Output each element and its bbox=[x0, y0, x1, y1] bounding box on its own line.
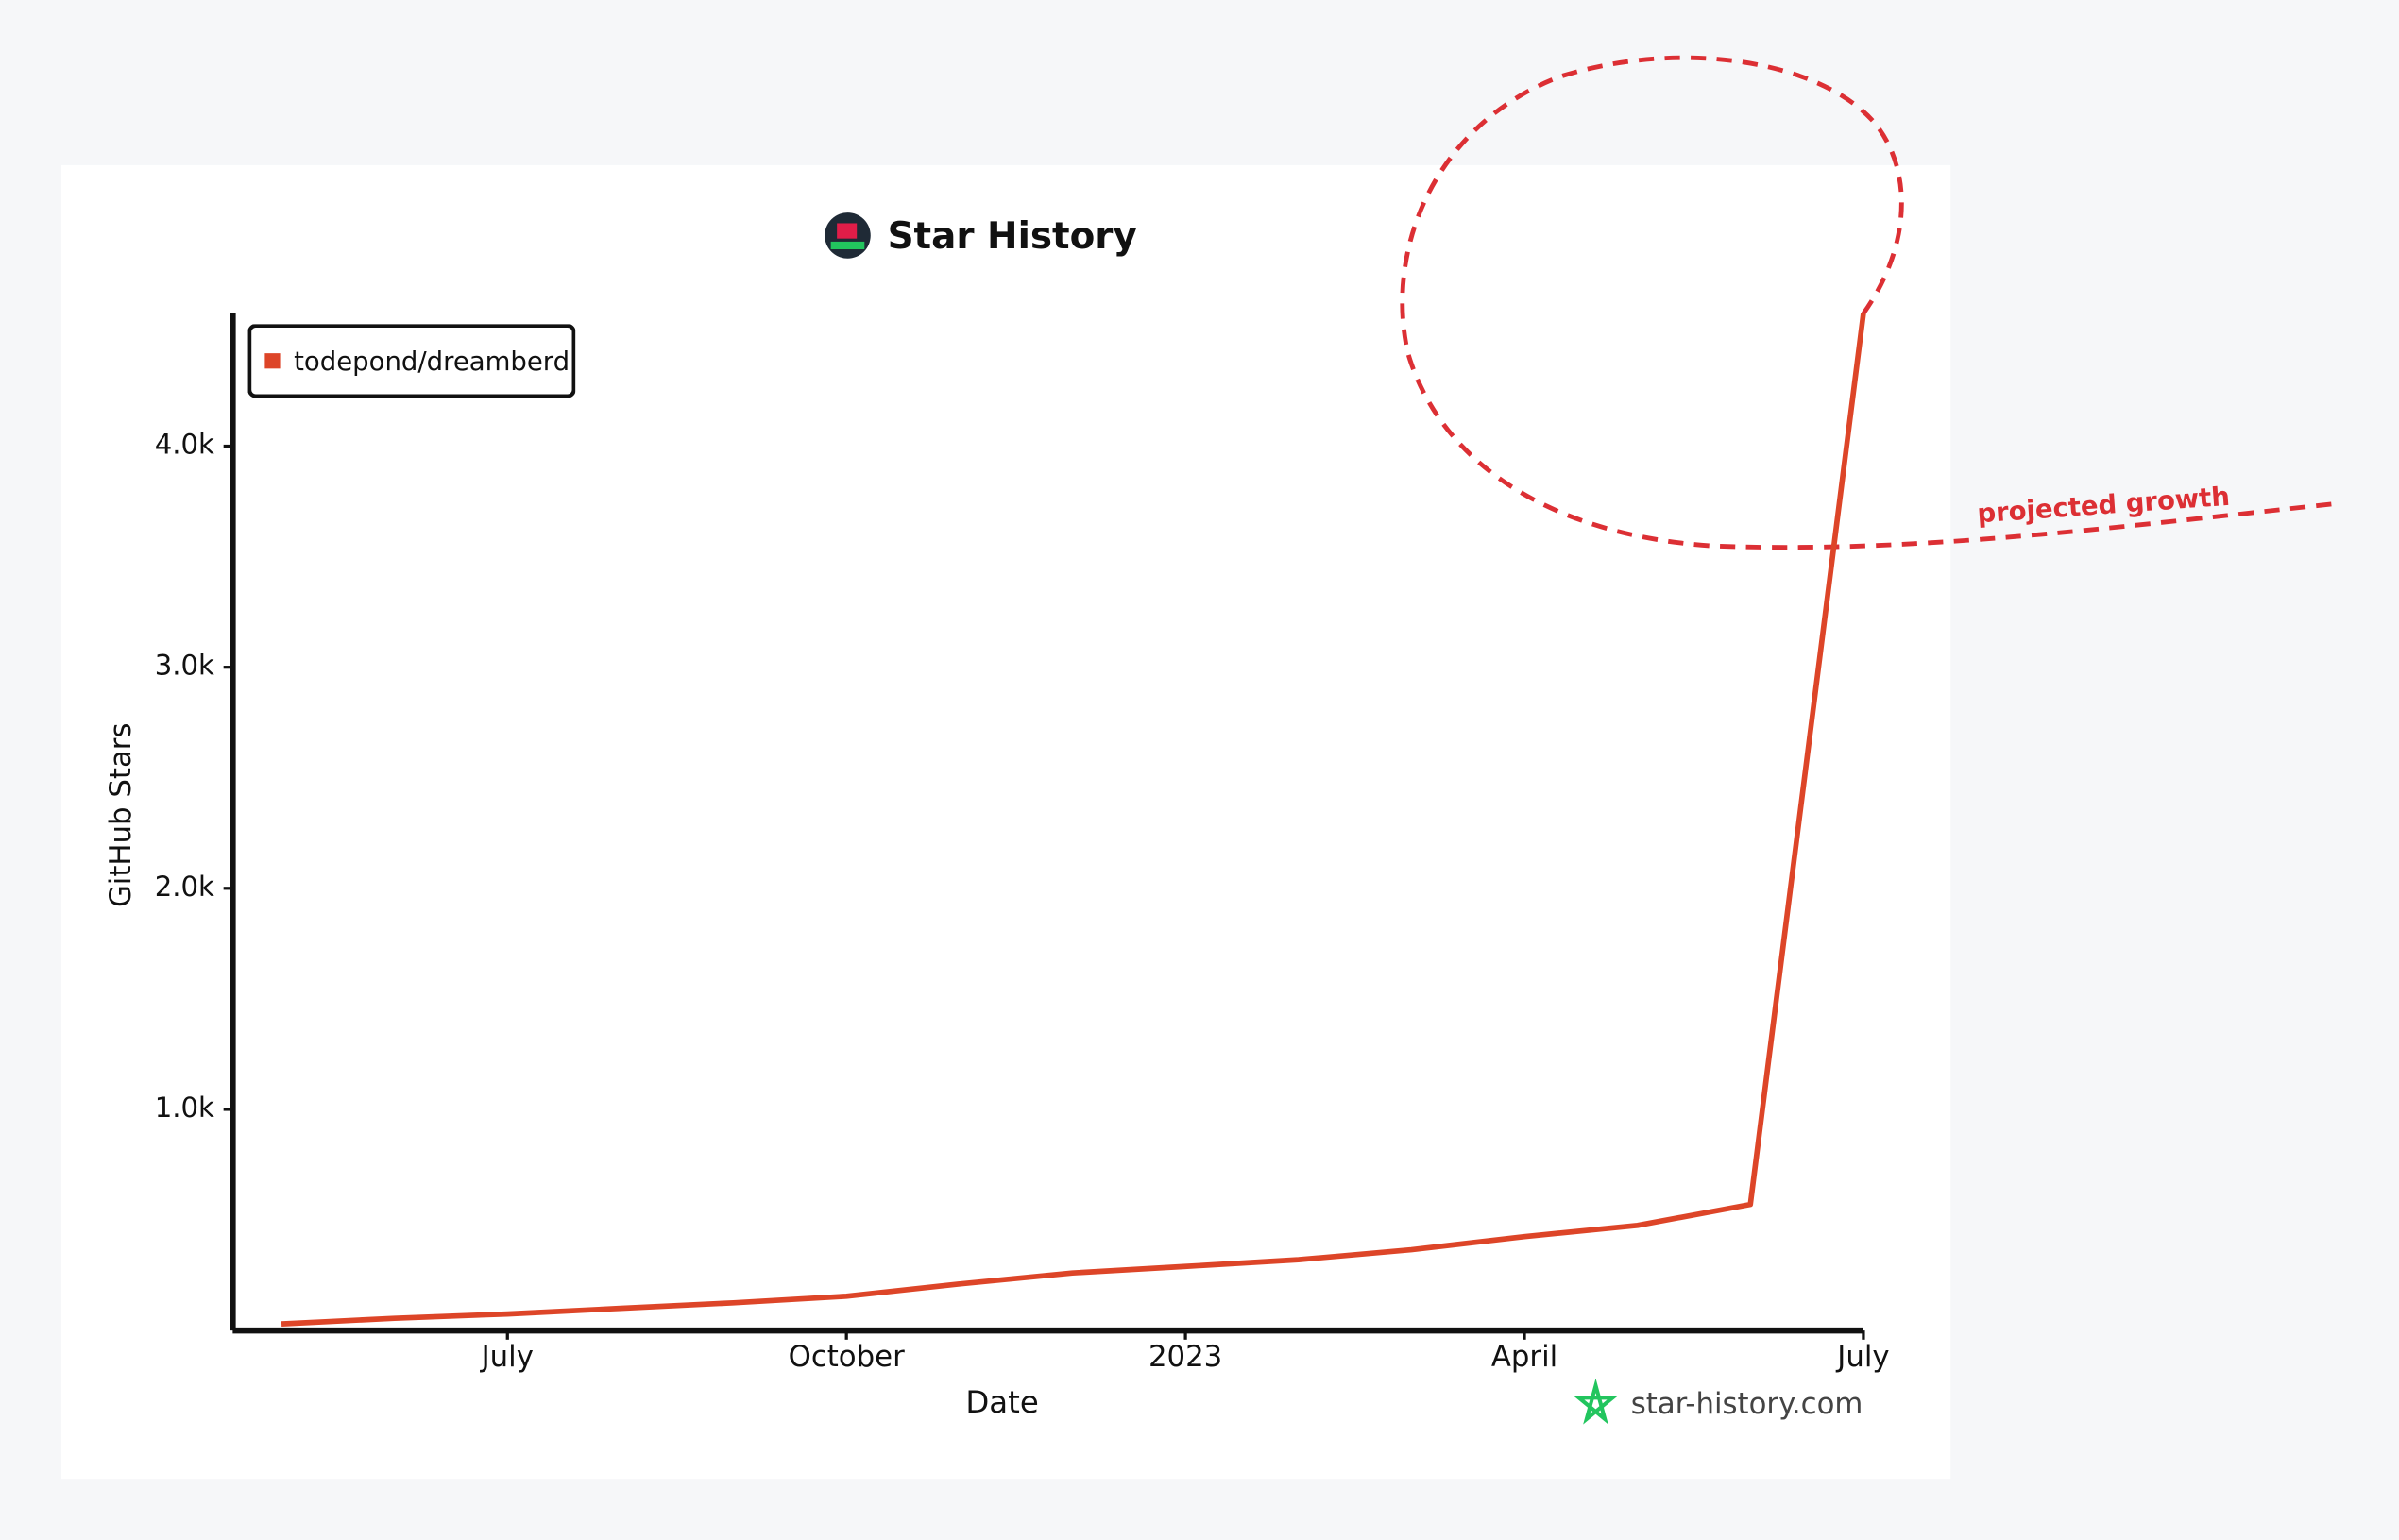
chart-title: Star History bbox=[888, 215, 1137, 258]
plot-area: 1.0k 2.0k 3.0k 4.0k July October 2023 April July bbox=[155, 313, 1890, 1374]
x-tick-label: April bbox=[1491, 1340, 1557, 1374]
legend-label: todepond/dreamberd bbox=[294, 347, 570, 377]
x-tick-label: July bbox=[480, 1340, 534, 1374]
logo bbox=[825, 212, 871, 259]
legend-swatch bbox=[264, 353, 281, 369]
x-tick-label: October bbox=[789, 1340, 905, 1374]
y-tick-label: 3.0k bbox=[155, 650, 214, 682]
x-tick-label: July bbox=[1835, 1340, 1889, 1374]
legend: todepond/dreamberd bbox=[247, 324, 576, 398]
watermark-text: star-history.com bbox=[1631, 1387, 1863, 1421]
y-tick-label: 1.0k bbox=[155, 1092, 214, 1124]
x-axis-label: Date bbox=[965, 1384, 1038, 1420]
x-tick-label: 2023 bbox=[1148, 1340, 1222, 1374]
annotation-text: projected growth bbox=[1976, 482, 2231, 530]
series-line bbox=[281, 313, 1866, 1327]
y-axis-label: GitHub Stars bbox=[104, 723, 138, 908]
y-tick-label: 4.0k bbox=[155, 429, 214, 461]
annotation-drawing bbox=[1400, 55, 2341, 550]
y-tick-label: 2.0k bbox=[155, 871, 214, 903]
watermark: star-history.com bbox=[1574, 1378, 1863, 1425]
